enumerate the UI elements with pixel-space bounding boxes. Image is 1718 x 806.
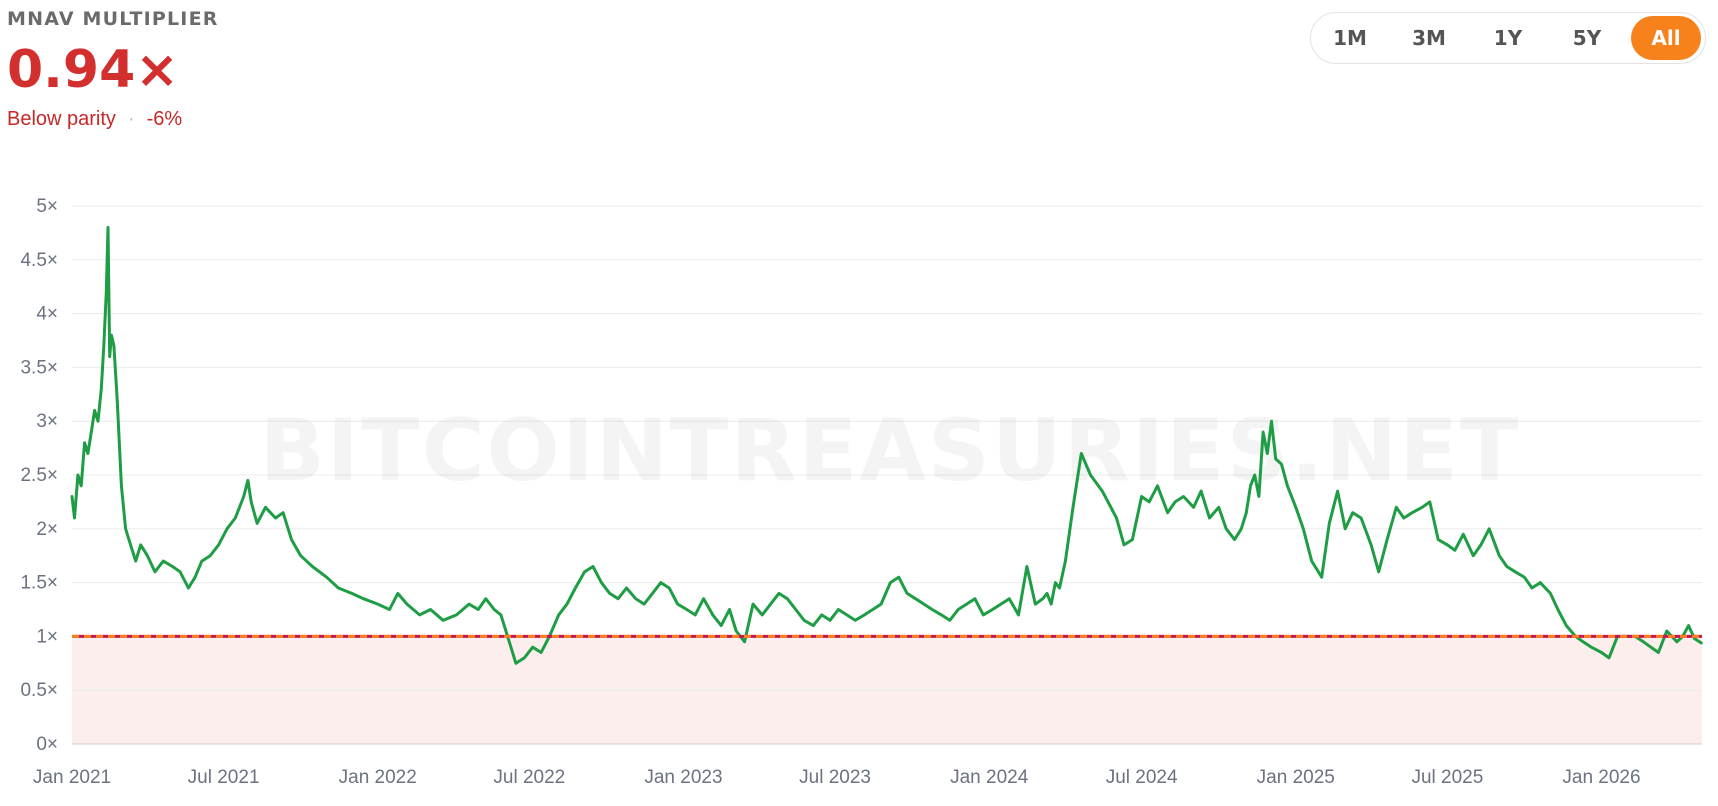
range-1y-button[interactable]: 1Y — [1473, 16, 1543, 60]
y-tick-label: 2.5× — [20, 465, 58, 486]
y-tick-label: 2× — [36, 519, 58, 540]
x-tick-label: Jul 2021 — [188, 767, 260, 788]
y-tick-label: 4× — [36, 304, 58, 325]
x-tick-label: Jul 2024 — [1106, 767, 1178, 788]
metric-title: MNAV MULTIPLIER — [7, 8, 219, 30]
y-tick-label: 5× — [36, 196, 58, 217]
range-1m-button[interactable]: 1M — [1315, 16, 1385, 60]
x-tick-label: Jan 2026 — [1562, 767, 1640, 788]
parity-status: Below parity — [7, 108, 116, 130]
metric-subline: Below parity · -6% — [7, 108, 219, 131]
x-tick-label: Jan 2025 — [1257, 767, 1335, 788]
x-tick-label: Jul 2025 — [1411, 767, 1483, 788]
metric-value: 0.94× — [7, 40, 179, 100]
separator-dot: · — [127, 108, 135, 130]
y-tick-label: 3.5× — [20, 357, 58, 378]
y-tick-label: 0.5× — [20, 680, 58, 701]
y-tick-label: 1× — [36, 626, 58, 647]
time-range-selector: 1M 3M 1Y 5Y All — [1310, 12, 1706, 64]
watermark: BITCOINTREASURIES.NET — [259, 401, 1520, 501]
y-tick-label: 0× — [36, 734, 58, 755]
x-tick-label: Jan 2021 — [33, 767, 111, 788]
range-5y-button[interactable]: 5Y — [1552, 16, 1622, 60]
x-tick-label: Jul 2023 — [799, 767, 871, 788]
y-tick-label: 4.5× — [20, 250, 58, 271]
mnav-series-line — [70, 226, 1703, 665]
y-tick-label: 1.5× — [20, 573, 58, 594]
x-tick-label: Jan 2023 — [644, 767, 722, 788]
x-tick-label: Jul 2022 — [493, 767, 565, 788]
metric-header: MNAV MULTIPLIER 0.94× Below parity · -6% — [7, 8, 219, 131]
x-tick-label: Jan 2024 — [950, 767, 1029, 788]
y-tick-label: 3× — [36, 411, 58, 432]
range-3m-button[interactable]: 3M — [1394, 16, 1464, 60]
range-all-button[interactable]: All — [1631, 16, 1701, 60]
change-percent: -6% — [146, 108, 183, 130]
x-tick-label: Jan 2022 — [339, 767, 417, 788]
